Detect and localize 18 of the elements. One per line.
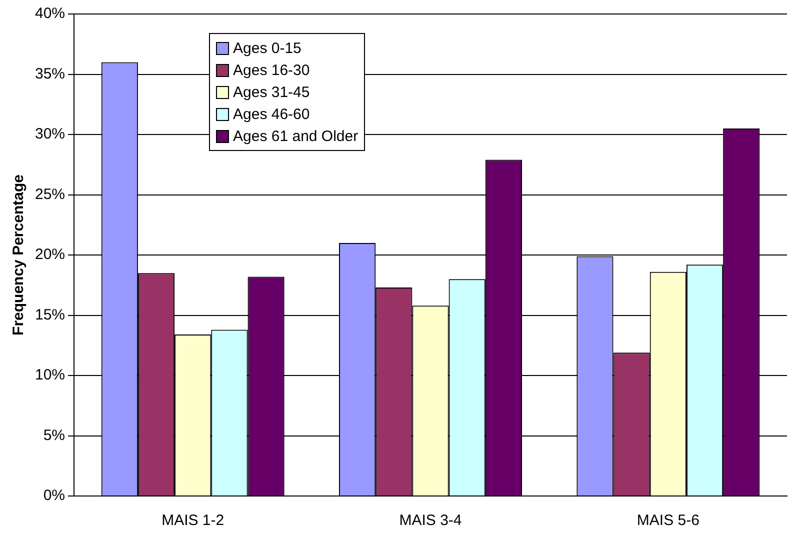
legend-label: Ages 61 and Older (233, 128, 358, 144)
y-tick-label: 35% (34, 65, 66, 82)
y-tick-label: 25% (34, 186, 66, 203)
y-tick-label: 30% (34, 126, 66, 143)
legend-label: Ages 0-15 (233, 40, 302, 56)
legend-label: Ages 31-45 (233, 84, 310, 100)
x-tick-label: MAIS 1-2 (162, 512, 224, 530)
legend-label: Ages 46-60 (233, 106, 310, 122)
y-tick-label: 10% (34, 366, 66, 384)
y-tick-label: 15% (34, 306, 66, 324)
y-axis-title: Frequency Percentage (10, 174, 28, 336)
y-tick-label: 5% (43, 426, 66, 444)
legend-label: Ages 16-30 (233, 62, 310, 78)
x-tick-label: MAIS 5-6 (636, 512, 700, 530)
x-tick-label: MAIS 3-4 (399, 512, 462, 530)
y-tick-label: 40% (34, 5, 66, 22)
y-tick-label: 0% (43, 487, 66, 504)
y-tick-label: 20% (34, 246, 66, 264)
